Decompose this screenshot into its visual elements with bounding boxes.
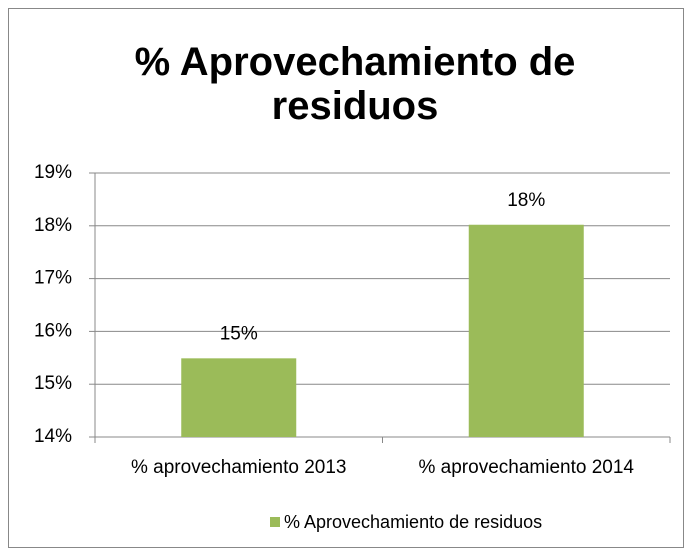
y-tick-label: 14% bbox=[34, 426, 72, 447]
y-tick-label: 16% bbox=[34, 320, 72, 341]
x-tick-label: % aprovechamiento 2014 bbox=[419, 457, 635, 478]
x-tick-label: % aprovechamiento 2013 bbox=[131, 457, 346, 478]
y-tick-label: 18% bbox=[34, 215, 72, 236]
chart-title: % Aprovechamiento de residuos bbox=[134, 40, 576, 128]
legend-label: % Aprovechamiento de residuos bbox=[284, 512, 542, 532]
legend-swatch bbox=[270, 517, 280, 527]
data-label: 15% bbox=[220, 323, 258, 344]
y-tick-label: 17% bbox=[34, 268, 72, 289]
data-label: 18% bbox=[507, 190, 545, 211]
bar bbox=[181, 358, 297, 437]
bar bbox=[468, 224, 584, 437]
y-tick-label: 15% bbox=[34, 373, 72, 394]
y-tick-label: 19% bbox=[34, 162, 72, 183]
